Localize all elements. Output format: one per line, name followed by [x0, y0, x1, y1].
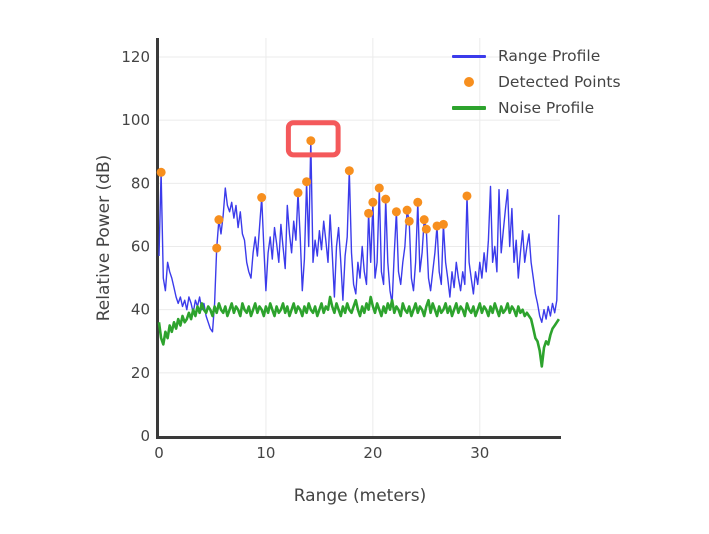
detected-point-marker [374, 183, 384, 193]
x-tick-label: 10 [256, 444, 275, 462]
detected-point-marker [293, 188, 303, 198]
legend-label-range-profile: Range Profile [498, 47, 601, 65]
detected-point-marker [404, 216, 414, 226]
x-tick-label: 30 [470, 444, 489, 462]
detected-point-marker [214, 215, 224, 225]
detected-point-marker [381, 194, 391, 204]
legend-label-detected-points: Detected Points [498, 73, 621, 91]
y-tick-label: 40 [131, 301, 150, 319]
legend-label-noise-profile: Noise Profile [498, 99, 595, 117]
detected-points-dot-icon [464, 77, 474, 87]
y-tick-label: 20 [131, 364, 150, 382]
detected-point-marker [421, 224, 431, 234]
legend-item-range-profile[interactable]: Range Profile [452, 44, 621, 68]
x-tick-label: 0 [154, 444, 164, 462]
detected-point-marker [402, 205, 412, 215]
legend-item-detected-points[interactable]: Detected Points [452, 70, 621, 94]
range-profile-line-swatch-wrap [452, 54, 486, 58]
y-tick-label: 80 [131, 174, 150, 192]
y-tick-label: 0 [140, 427, 150, 445]
detected-point-marker [156, 167, 166, 177]
detected-point-marker [364, 208, 374, 218]
legend: Range Profile Detected Points Noise Prof… [452, 44, 621, 120]
detected-point-marker [438, 219, 448, 229]
y-tick-label: 60 [131, 238, 150, 256]
detected-point-marker [212, 243, 222, 253]
detected-point-marker [413, 197, 423, 207]
highlight-box [285, 120, 341, 158]
detected-point-marker [419, 215, 429, 225]
detected-point-marker [306, 136, 316, 146]
y-axis-title: Relative Power (dB) [94, 154, 114, 322]
detected-point-marker [368, 197, 378, 207]
detected-point-marker [462, 191, 472, 201]
detected-points-dot-swatch-wrap [452, 77, 486, 87]
y-tick-label: 120 [121, 48, 150, 66]
noise-profile-line-icon [452, 106, 486, 110]
legend-item-noise-profile[interactable]: Noise Profile [452, 96, 621, 120]
detected-point-marker [257, 193, 267, 203]
noise-profile-line [157, 295, 560, 368]
detected-point-marker [391, 207, 401, 217]
noise-profile-line-swatch-wrap [452, 106, 486, 110]
y-tick-label: 100 [121, 111, 150, 129]
x-axis-title: Range (meters) [293, 486, 427, 506]
range-profile-line-icon [452, 54, 486, 58]
range-profile-line [158, 139, 560, 333]
detected-point-marker [344, 166, 354, 176]
detected-point-marker [302, 177, 312, 187]
x-tick-label: 20 [363, 444, 382, 462]
